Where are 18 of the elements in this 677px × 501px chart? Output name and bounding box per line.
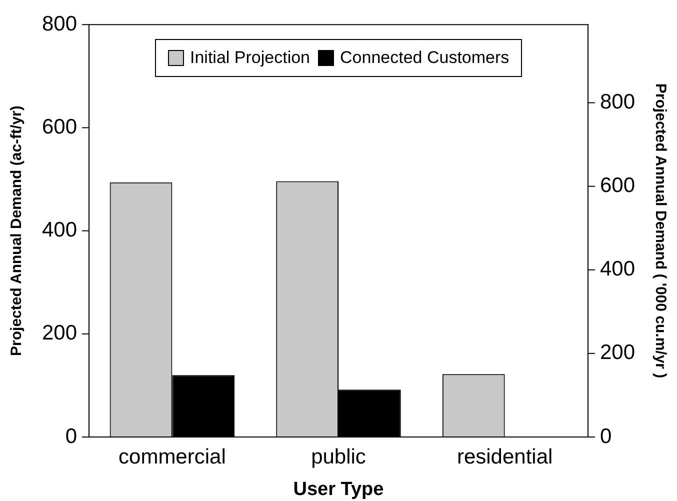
y-tick-label: 0 — [65, 424, 78, 448]
y-tick-label: 800 — [42, 12, 78, 36]
legend-label: Connected Customers — [340, 48, 510, 68]
y2-tick-label: 600 — [600, 174, 636, 198]
y2-axis-title: Projected Annual Demand ( '000 cu.m/yr ) — [652, 83, 669, 378]
x-tick-label: residential — [456, 445, 553, 468]
y-tick-label: 400 — [42, 218, 78, 242]
y2-tick-label: 400 — [600, 258, 636, 281]
y-axis-title: Projected Annual Demand (ac-ft/yr) — [8, 106, 26, 356]
y-tick-label: 600 — [42, 115, 78, 138]
legend-label: Initial Projection — [190, 48, 310, 68]
y2-tick-label: 200 — [600, 341, 636, 364]
y2-tick-label: 0 — [600, 424, 612, 448]
x-tick-label: public — [311, 445, 366, 468]
x-tick-label: commercial — [118, 445, 226, 468]
y-tick-label: 200 — [42, 322, 78, 345]
x-axis-title: User Type — [293, 478, 384, 500]
y2-tick-label: 800 — [600, 90, 636, 114]
